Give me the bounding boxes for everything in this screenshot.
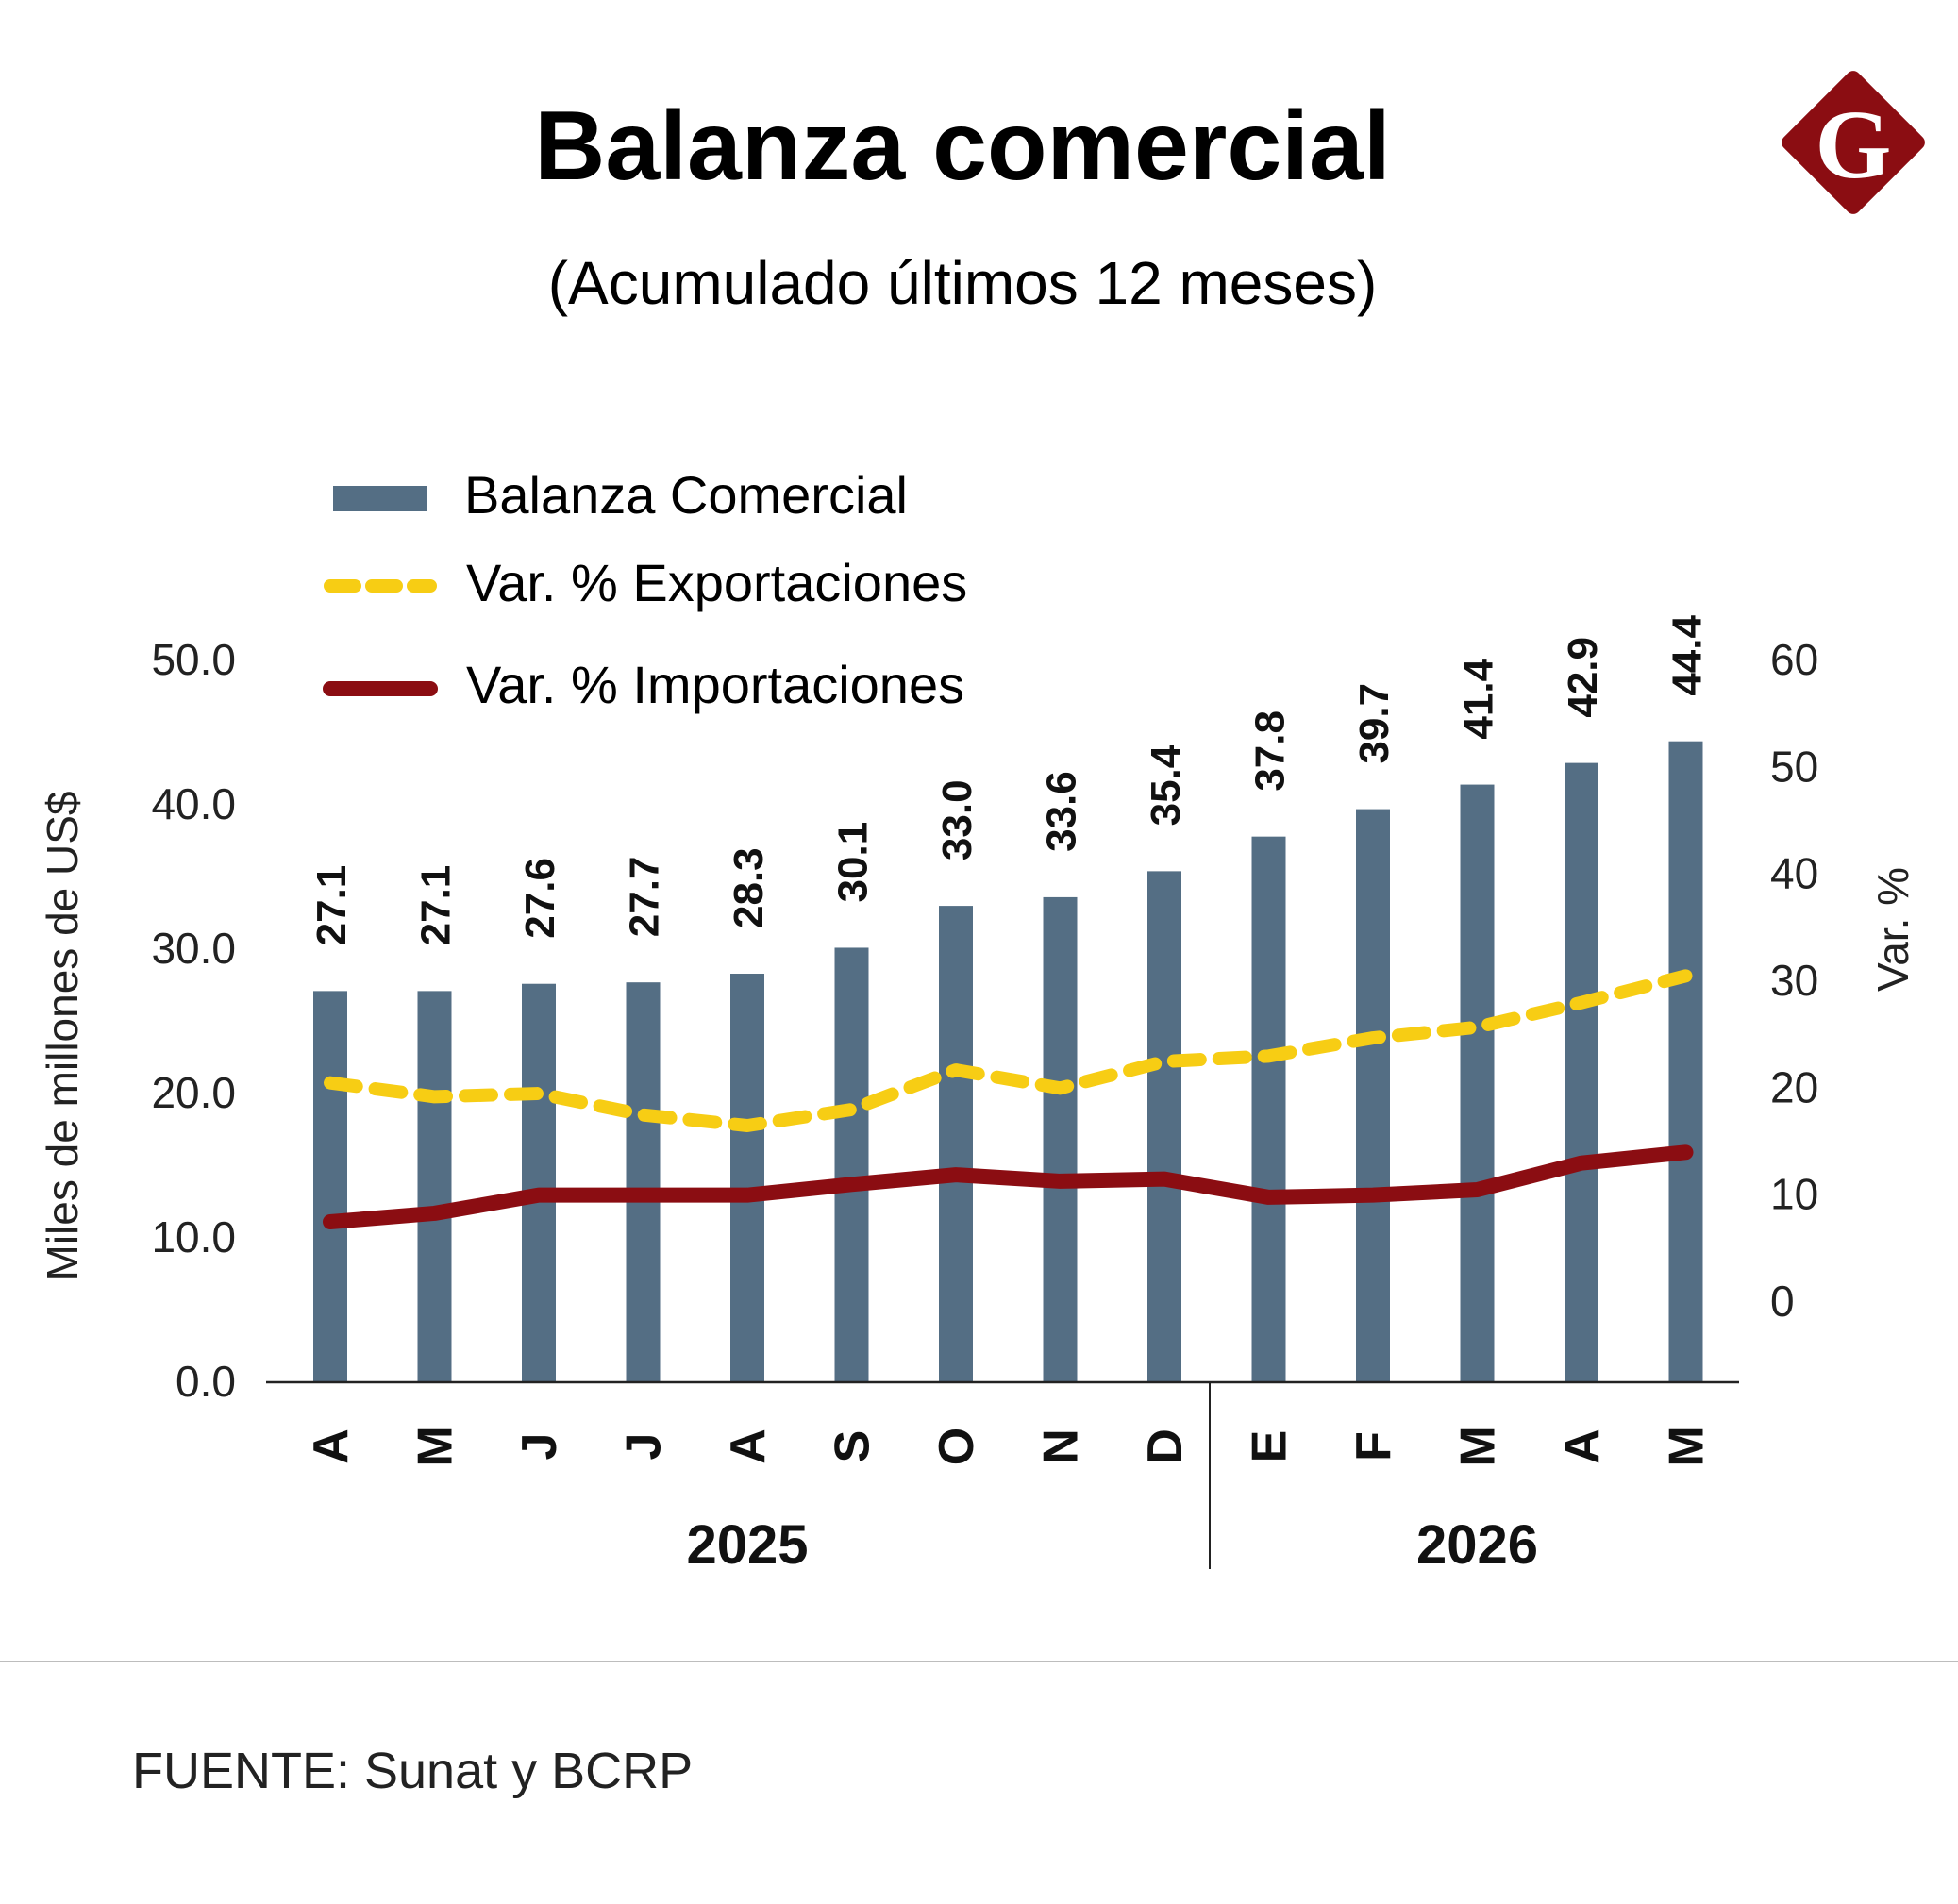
bar [1147,871,1181,1382]
x-month-label: N [1034,1428,1089,1464]
y-left-tick-label: 30.0 [151,924,236,973]
y-left-tick-label: 10.0 [151,1212,236,1261]
bar-value-label: 41.4 [1456,658,1502,739]
legend-label-importaciones: Var. % Importaciones [466,655,964,714]
x-month-label: J [512,1433,567,1461]
source-note: FUENTE: Sunat y BCRP [132,1743,693,1799]
y-right-tick-label: 30 [1770,956,1818,1005]
line-series [323,969,1694,1229]
legend-label-exportaciones: Var. % Exportaciones [466,553,967,612]
bar [1356,809,1390,1382]
bar [626,982,661,1382]
y-right-tick-label: 20 [1770,1062,1818,1111]
bar-value-label: 27.7 [622,857,668,938]
bar-value-label: 27.6 [517,858,563,939]
line-importaciones [323,1144,1694,1229]
y-right-tick-label: 0 [1770,1277,1795,1326]
x-month-label: S [826,1430,880,1463]
y-right-tick-label: 10 [1770,1170,1818,1219]
bar-value-label: 37.8 [1247,710,1294,792]
logo-g-icon: G [1782,71,1925,214]
bar-value-labels: 27.1 27.1 27.6 27.7 28.3 30.1 33.0 33.6 35.4 37.8… [309,615,1711,946]
x-month-label: M [1451,1426,1506,1466]
legend-swatch-balanza-icon [333,486,427,511]
x-year-label: 2025 [686,1514,808,1576]
bar-value-label: 27.1 [413,865,460,946]
bar-value-label: 28.3 [726,847,772,928]
legend: Balanza Comercial Var. % Exportaciones V… [323,465,967,714]
y-left-tick-label: 40.0 [151,779,236,828]
bar [1251,836,1286,1382]
y-axis-left-ticks: 0.0 10.0 20.0 30.0 40.0 50.0 [151,635,236,1406]
y-right-tick-label: 60 [1770,635,1818,684]
bar [1043,896,1078,1382]
y-left-tick-label: 50.0 [151,635,236,684]
bar-value-label: 33.6 [1039,771,1085,852]
y-right-tick-label: 50 [1770,742,1818,791]
y-axis-right-title: Var. % [1868,867,1917,992]
x-month-label: A [304,1428,359,1464]
x-month-label: J [617,1433,672,1461]
bar [1460,784,1495,1382]
bar [313,991,347,1382]
y-left-tick-label: 0.0 [176,1357,236,1406]
bar-value-label: 44.4 [1665,615,1711,696]
y-right-tick-label: 40 [1770,849,1818,898]
page-title: Balanza comercial [534,92,1391,201]
x-month-label: D [1138,1428,1193,1464]
x-month-label: F [1347,1431,1401,1461]
bar-series [313,741,1703,1382]
x-month-label: E [1243,1430,1297,1463]
y-axis-left-title: Miles de millones de US$ [38,791,87,1280]
x-month-label: A [1555,1428,1610,1464]
bar-value-label: 30.1 [830,822,877,903]
line-exportaciones [324,969,1693,1132]
x-month-label: M [1660,1426,1715,1466]
x-month-label: O [929,1428,984,1465]
bar-value-label: 42.9 [1560,637,1606,718]
x-month-label: M [409,1426,463,1466]
bar-value-label: 33.0 [934,779,980,860]
bar [834,947,869,1382]
bar [730,974,764,1382]
legend-label-balanza: Balanza Comercial [464,465,908,525]
bar-value-label: 39.7 [1351,683,1397,764]
y-left-tick-label: 20.0 [151,1068,236,1117]
x-axis-year-labels: 2025 2026 [686,1514,1538,1576]
x-month-label: A [721,1428,776,1464]
bar [1668,741,1703,1382]
y-axis-right-ticks: 0 10 20 30 40 50 60 [1770,635,1818,1326]
page-subtitle: (Acumulado últimos 12 meses) [548,249,1378,317]
bar [417,991,452,1382]
bar [522,983,556,1382]
bar-value-label: 27.1 [309,865,355,946]
bar [939,906,973,1382]
bar [1565,762,1598,1382]
bar-value-label: 35.4 [1143,744,1189,826]
logo-letter: G [1816,91,1892,199]
x-year-label: 2026 [1416,1514,1538,1576]
